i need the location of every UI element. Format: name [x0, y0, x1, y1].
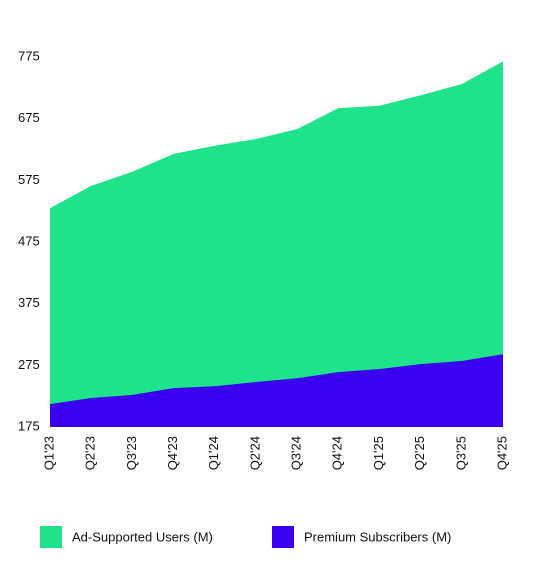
x-tick-label: Q3'25 [453, 436, 468, 470]
x-tick-label: Q2'24 [247, 436, 262, 470]
y-tick-label: 475 [18, 233, 40, 248]
x-tick-label: Q4'24 [330, 436, 345, 470]
x-tick-label: Q1'23 [41, 436, 56, 470]
legend-label: Premium Subscribers (M) [304, 529, 451, 544]
legend-swatch [272, 526, 294, 548]
x-tick-label: Q2'25 [412, 436, 427, 470]
y-tick-label: 375 [18, 295, 40, 310]
area [50, 354, 503, 427]
legend-label: Ad-Supported Users (M) [72, 529, 213, 544]
y-tick-label: 275 [18, 357, 40, 372]
x-tick-label: Q3'24 [289, 436, 304, 470]
x-tick-label: Q2'23 [83, 436, 98, 470]
y-tick-label: 675 [18, 110, 40, 125]
y-tick-label: 775 [18, 48, 40, 63]
x-tick-label: Q1'25 [371, 436, 386, 470]
x-tick-label: Q1'24 [206, 436, 221, 470]
legend-swatch [40, 526, 62, 548]
x-tick-label: Q4'25 [494, 436, 509, 470]
x-tick-label: Q4'23 [165, 436, 180, 470]
area [50, 61, 503, 428]
x-tick-label: Q3'23 [124, 436, 139, 470]
y-tick-label: 175 [18, 418, 40, 433]
y-tick-label: 575 [18, 172, 40, 187]
